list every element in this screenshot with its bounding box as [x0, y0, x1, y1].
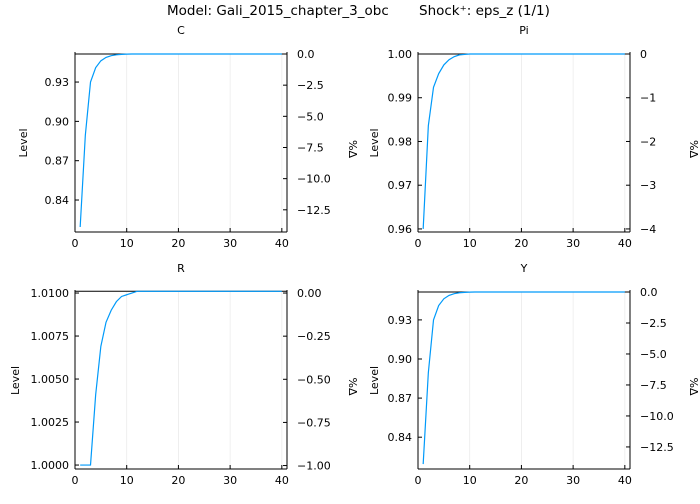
- y-tick-label: 0.90: [45, 115, 70, 128]
- y-right-tick-label: −10.0: [297, 173, 331, 186]
- y-right-tick-label: −7.5: [640, 379, 667, 392]
- y-right-tick-label: 0: [640, 48, 647, 61]
- y-tick-label: 0.98: [388, 135, 413, 148]
- y-right-tick-label: −2.5: [297, 79, 324, 92]
- panel-title: Pi: [519, 24, 528, 37]
- x-tick-label: 20: [171, 237, 185, 250]
- y-right-tick-label: −0.25: [297, 330, 331, 343]
- x-tick-label: 20: [514, 474, 528, 487]
- irf-line: [80, 290, 282, 466]
- x-tick-label: 0: [72, 237, 79, 250]
- irf-line: [422, 53, 625, 229]
- y-tick-label: 1.0075: [31, 330, 70, 343]
- y-axis-label: Level: [17, 128, 30, 157]
- y-right-tick-label: −4: [640, 223, 656, 236]
- x-tick-label: 30: [223, 474, 237, 487]
- y-tick-label: 0.99: [388, 92, 413, 105]
- irf-line: [79, 53, 282, 228]
- y-axis-label: Level: [368, 366, 381, 395]
- y-tick-label: 1.0100: [31, 287, 70, 300]
- y-tick-label: 0.93: [45, 76, 70, 89]
- y-tick-label: 0.93: [388, 314, 413, 327]
- y-tick-label: 0.97: [388, 179, 413, 192]
- y-tick-label: 1.0000: [31, 459, 70, 472]
- y-right-axis-label: %Δ: [346, 140, 359, 158]
- y-tick-label: 0.87: [45, 155, 70, 168]
- y-right-tick-label: −12.5: [640, 441, 674, 454]
- irf-line: [422, 291, 625, 465]
- y-right-tick-label: −0.50: [297, 373, 331, 386]
- y-right-tick-label: 0.00: [297, 287, 322, 300]
- panel-c: C 0 10 20 30 40 0.84 0.87 0.90 0.93 0.0 −2.5 −5.0 −7.…: [17, 24, 359, 250]
- y-tick-label: 0.84: [45, 194, 70, 207]
- y-right-tick-label: −2: [640, 135, 656, 148]
- x-tick-label: 40: [275, 237, 289, 250]
- panel-title: R: [177, 262, 185, 275]
- y-tick-label: 0.87: [388, 392, 413, 405]
- y-right-tick-label: −1: [640, 92, 656, 105]
- x-tick-label: 30: [223, 237, 237, 250]
- panel-title: C: [177, 24, 185, 37]
- y-tick-label: 1.00: [388, 48, 413, 61]
- panel-y: Y 0 10 20 30 40 0.84 0.87 0.90 0.93 0.0 −2.5 −5.0 −7.…: [368, 262, 700, 487]
- y-right-tick-label: −2.5: [640, 317, 667, 330]
- panel-r: R 0 10 20 30 40 1.0000 1.0025 1.0050 1.0075 1.0100…: [9, 262, 359, 487]
- y-right-tick-label: −7.5: [297, 141, 324, 154]
- panel-pi: Pi 0 10 20 30 40 0.96 0.97 0.98 0.99 1.00 0 −1 −2 −3 −4…: [368, 24, 700, 250]
- y-right-tick-label: −5.0: [297, 110, 324, 123]
- y-axis-label: Level: [9, 366, 22, 395]
- y-right-tick-label: −12.5: [297, 204, 331, 217]
- x-tick-label: 10: [463, 474, 477, 487]
- x-tick-label: 10: [463, 237, 477, 250]
- y-right-axis-label: %Δ: [346, 378, 359, 396]
- x-tick-label: 30: [566, 237, 580, 250]
- y-tick-label: 0.96: [388, 223, 413, 236]
- y-right-axis-label: %Δ: [687, 378, 700, 396]
- figure-title-shock: Shock⁺: eps_z (1/1): [419, 3, 550, 19]
- y-right-tick-label: −5.0: [640, 348, 667, 361]
- y-right-tick-label: 0.0: [297, 48, 315, 61]
- x-tick-label: 0: [415, 474, 422, 487]
- y-right-tick-label: −3: [640, 179, 656, 192]
- y-tick-label: 0.90: [388, 353, 413, 366]
- x-tick-label: 40: [618, 474, 632, 487]
- x-tick-label: 30: [566, 474, 580, 487]
- y-tick-label: 1.0025: [31, 416, 70, 429]
- y-tick-label: 0.84: [388, 431, 413, 444]
- y-right-tick-label: −0.75: [297, 416, 331, 429]
- x-tick-label: 40: [275, 474, 289, 487]
- y-right-tick-label: −1.00: [297, 460, 331, 473]
- x-tick-label: 0: [72, 474, 79, 487]
- y-right-tick-label: −10.0: [640, 410, 674, 423]
- x-tick-label: 20: [171, 474, 185, 487]
- y-right-tick-label: 0.0: [640, 286, 658, 299]
- y-right-axis-label: %Δ: [687, 140, 700, 158]
- figure-title-model: Model: Gali_2015_chapter_3_obc: [167, 3, 389, 19]
- y-axis-label: Level: [368, 128, 381, 157]
- x-tick-label: 0: [415, 237, 422, 250]
- x-tick-label: 10: [120, 237, 134, 250]
- x-tick-label: 10: [120, 474, 134, 487]
- x-tick-label: 40: [618, 237, 632, 250]
- y-tick-label: 1.0050: [31, 373, 70, 386]
- panel-title: Y: [520, 262, 528, 275]
- x-tick-label: 20: [514, 237, 528, 250]
